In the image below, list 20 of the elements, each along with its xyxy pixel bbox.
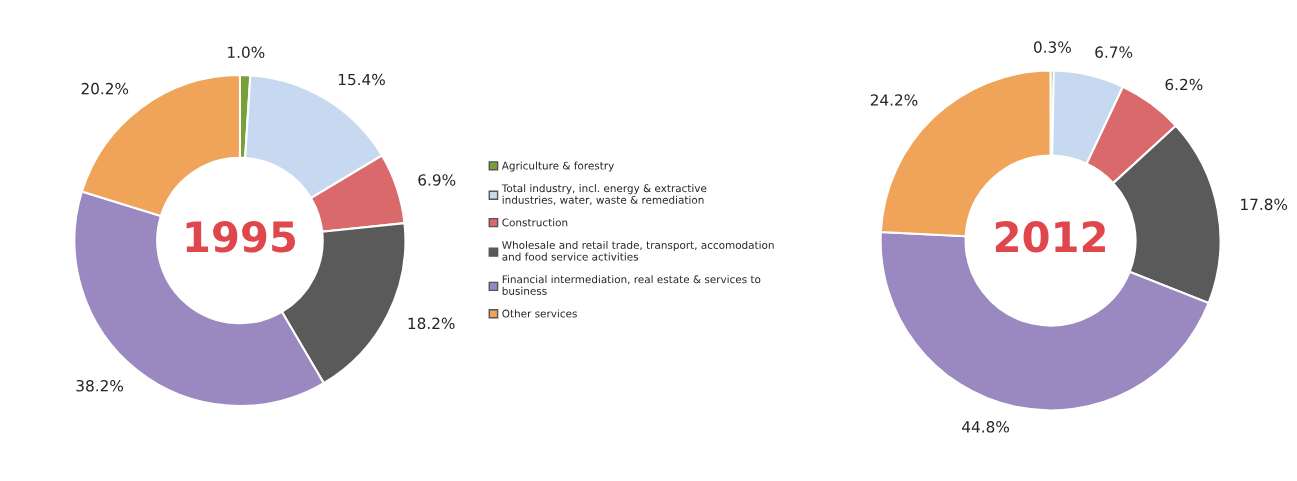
text: 2012 — [995, 221, 1105, 253]
data-label: 6.7% — [1095, 46, 1133, 58]
legend-label: Other services — [502, 309, 577, 318]
data-label: 0.3% — [1033, 41, 1071, 53]
legend-label: Financial intermediation, real estate & services to business — [502, 275, 761, 295]
legend-label: Total industry, incl. energy & extractive industries, water, waste & remediation — [501, 184, 707, 205]
data-label: 6.2% — [1165, 78, 1203, 91]
legend-label: Agriculture & forestry — [501, 161, 614, 172]
data-label: 44.8% — [962, 421, 1010, 433]
text: 1995 — [186, 221, 296, 253]
data-label: 38.2% — [76, 379, 124, 392]
data-label: 17.8% — [1241, 198, 1288, 211]
data-label: 15.4% — [338, 73, 385, 86]
legend-label: Wholesale and retail trade, transport, accomodation and food service activities — [502, 240, 774, 261]
data-label: 20.2% — [81, 82, 129, 95]
legend-label: Construction — [502, 218, 568, 227]
data-label: 1.0% — [228, 46, 265, 59]
data-label: 24.2% — [870, 94, 918, 106]
data-label: 18.2% — [408, 317, 455, 330]
data-label: 6.9% — [418, 174, 456, 186]
